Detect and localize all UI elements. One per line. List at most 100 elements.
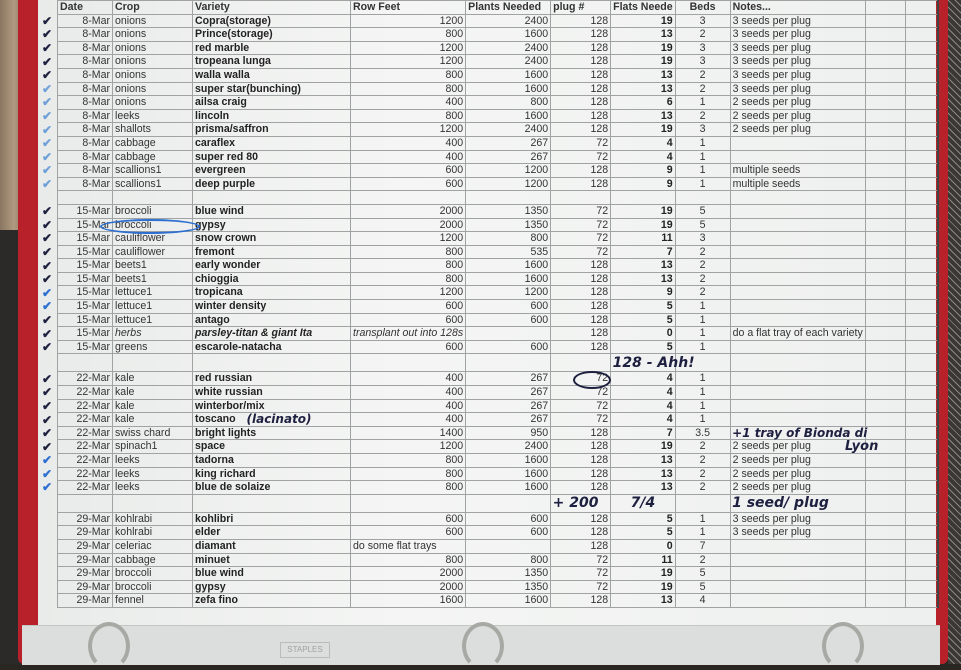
check-mark-icon: ✔: [42, 204, 53, 219]
notes-cell: [729, 552, 866, 568]
table-row: 22-Mar leeks king richard 800 1600 128 13 2 2 se…: [57, 466, 940, 482]
empty-cell: [904, 244, 940, 260]
check-mark-icon: ✔: [42, 54, 53, 69]
table-row: 22-Mar kale white russian 400 267 72 4 1: [57, 385, 940, 400]
check-mark-icon: ✔: [42, 439, 53, 454]
empty-cell: [864, 326, 906, 341]
empty-cell: [904, 271, 940, 287]
beds-cell: 1: [674, 176, 731, 192]
check-mark-icon: ✔: [42, 41, 53, 56]
variety-cell: walla walla: [192, 67, 351, 83]
flats-needed-cell: 13: [610, 67, 676, 83]
plants-needed-cell: 600: [465, 511, 552, 527]
empty-cell: [57, 493, 113, 513]
empty-cell: [864, 525, 906, 540]
table-row: 15-Mar cauliflower snow crown 1200 800 72 11 3: [57, 231, 940, 246]
crop-cell: kohlrabi: [112, 525, 193, 540]
beds-cell: 2: [674, 453, 731, 468]
empty-cell: [904, 108, 940, 124]
crop-cell: onions: [112, 27, 193, 42]
date-cell: 15-Mar: [57, 258, 113, 273]
date-cell: 8-Mar: [57, 67, 113, 83]
date-cell: 8-Mar: [57, 81, 113, 97]
check-mark-icon: ✔: [42, 149, 53, 164]
empty-cell: [674, 493, 731, 513]
empty-cell: [904, 40, 940, 56]
flats-needed-cell: 11: [610, 552, 676, 568]
check-mark-icon: ✔: [42, 426, 53, 441]
flats-needed-cell: 13: [610, 258, 676, 273]
empty-cell: [904, 425, 940, 441]
empty-cell: [904, 95, 940, 110]
empty-cell: [864, 579, 906, 595]
beds-cell: 5: [674, 566, 731, 581]
plants-needed-cell: 2400: [465, 40, 552, 56]
crop-cell: celeriac: [112, 538, 193, 554]
plug-cell: 128: [550, 525, 612, 540]
row-feet-cell: 600: [349, 299, 467, 314]
notes-cell: 3 seeds per plug: [729, 525, 866, 540]
table-row: 8-Mar onions super star(bunching) 800 1600 12…: [57, 81, 940, 97]
date-cell: 22-Mar: [57, 371, 113, 387]
empty-cell: [864, 312, 906, 328]
plants-needed-cell: 2400: [465, 54, 552, 69]
plants-needed-cell: 1600: [465, 480, 552, 495]
empty-cell: [864, 122, 906, 137]
table-row: 29-Mar broccoli blue wind 2000 1350 72 19 5: [57, 566, 940, 581]
table-row: 22-Mar spinach1 space 1200 2400 128 19 2 2 seeds…: [57, 439, 940, 454]
date-cell: 29-Mar: [57, 579, 113, 595]
row-feet-cell: 400: [349, 398, 467, 414]
row-feet-cell: 400: [349, 149, 467, 165]
table-row: 15-Mar beets1 chioggia 800 1600 128 13 2: [57, 271, 940, 287]
empty-cell: [864, 425, 906, 441]
date-cell: 22-Mar: [57, 480, 113, 495]
empty-cell: [864, 299, 906, 314]
plants-needed-cell: 600: [465, 339, 552, 355]
empty-cell: [904, 480, 940, 495]
plants-needed-cell: 2400: [465, 122, 552, 137]
notes-cell: [729, 149, 866, 165]
plug-cell: 128: [550, 163, 612, 178]
check-mark-icon: ✔: [42, 217, 53, 232]
plug-cell: 128: [550, 27, 612, 42]
beds-cell: 2: [674, 466, 731, 482]
beds-cell: 1: [674, 135, 731, 151]
date-cell: 15-Mar: [57, 231, 113, 246]
plug-cell: 128: [550, 258, 612, 273]
plants-needed-cell: 1600: [465, 67, 552, 83]
row-feet-cell: 800: [349, 258, 467, 273]
variety-cell: space: [192, 439, 351, 454]
empty-cell: [904, 538, 940, 554]
empty-cell: [904, 552, 940, 568]
beds-cell: 1: [674, 511, 731, 527]
flats-needed-cell: 13: [610, 271, 676, 287]
empty-cell: [349, 190, 467, 205]
empty-cell: [904, 149, 940, 165]
plug-cell: 128: [550, 538, 612, 554]
beds-cell: 1: [674, 412, 731, 427]
flats-needed-cell: 4: [610, 135, 676, 151]
flats-needed-cell: 7: [610, 425, 676, 441]
blue-circle-mark: [100, 218, 200, 234]
empty-cell: [112, 353, 193, 373]
beds-cell: 1: [674, 149, 731, 165]
flats-needed-cell: 13: [610, 453, 676, 468]
check-mark-icon: ✔: [42, 13, 53, 28]
variety-cell: antago: [192, 312, 351, 328]
row-feet-cell: 1200: [349, 285, 467, 301]
empty-cell: [904, 593, 940, 608]
column-header: Row Feet: [349, 0, 467, 15]
beds-cell: 3.5: [674, 425, 731, 441]
plants-needed-cell: 950: [465, 425, 552, 441]
check-mark-icon: ✔: [42, 136, 53, 151]
row-feet-cell: 400: [349, 412, 467, 427]
row-feet-cell: 600: [349, 312, 467, 328]
empty-cell: [864, 371, 906, 387]
flats-needed-cell: 0: [610, 326, 676, 341]
plug-cell: 128: [550, 54, 612, 69]
empty-cell: [904, 135, 940, 151]
date-cell: 8-Mar: [57, 27, 113, 42]
variety-cell: kohlibri: [192, 511, 351, 527]
plug-cell: 72: [550, 135, 612, 151]
check-mark-icon: ✔: [42, 272, 53, 287]
